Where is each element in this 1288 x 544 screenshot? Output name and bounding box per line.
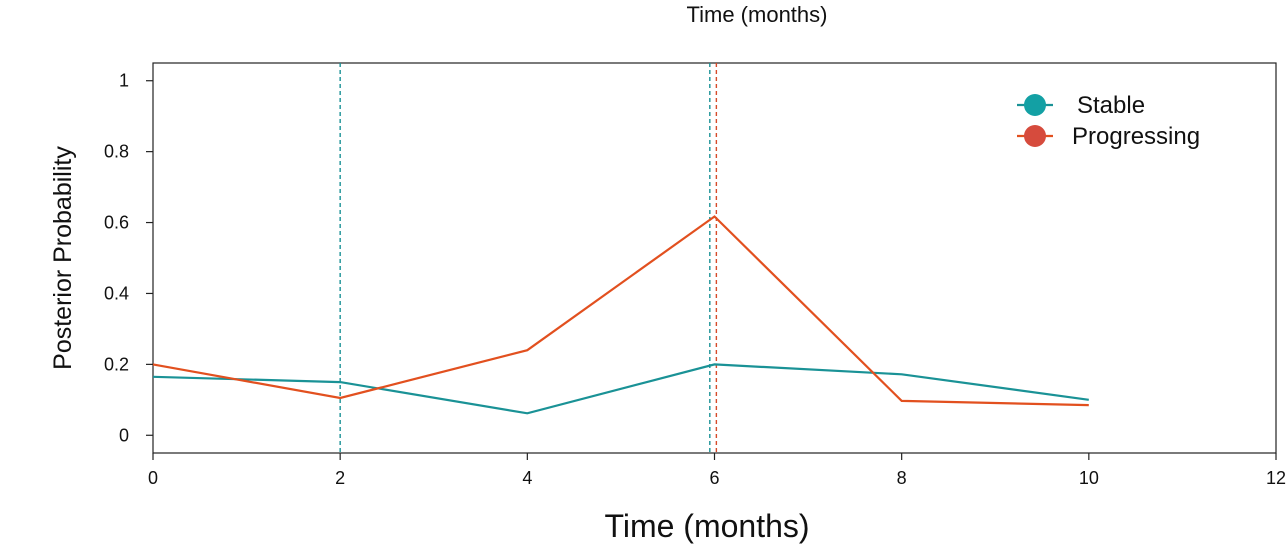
legend: Stable Progressing [1017,92,1200,150]
y-tick-label: 0 [119,425,129,445]
legend-label: Stable [1077,92,1145,119]
series-line-stable [152,363,1089,415]
y-tick-label: 0.6 [104,213,129,233]
series-layer [152,215,1089,415]
chart-title: Time (months) [687,2,828,27]
x-axis-title: Time (months) [604,508,809,544]
y-tick-label: 0.4 [104,283,129,303]
legend-marker [1024,94,1046,116]
legend-marker [1024,125,1046,147]
x-tick-label: 10 [1079,468,1099,488]
x-tick-label: 0 [148,468,158,488]
y-tick-label: 0.2 [104,354,129,374]
series-line-progressing [152,215,1089,407]
x-tick-label: 4 [522,468,532,488]
x-tick-label: 6 [709,468,719,488]
reference-lines [339,63,718,453]
y-tick-label: 1 [119,71,129,91]
y-tick-label: 0.8 [104,142,129,162]
legend-label: Progressing [1072,123,1200,150]
x-tick-label: 8 [897,468,907,488]
x-axis: 0 2 4 6 8 10 12 [148,453,1286,488]
x-tick-label: 12 [1266,468,1286,488]
y-axis-title: Posterior Probability [49,146,77,370]
x-tick-label: 2 [335,468,345,488]
y-axis: 0 0.2 0.4 0.6 0.8 1 [104,71,153,445]
